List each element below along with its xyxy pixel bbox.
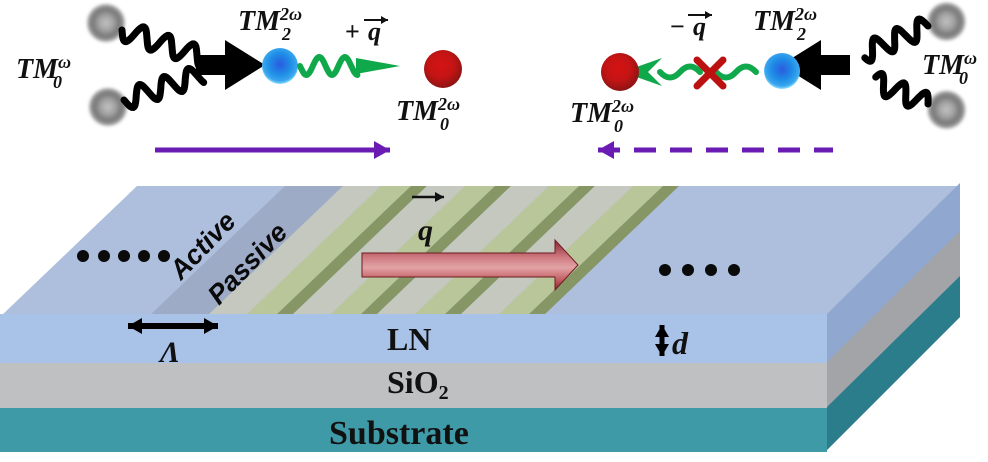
svg-text:Substrate: Substrate — [329, 415, 469, 452]
svg-text:d: d — [672, 325, 689, 361]
svg-text:q: q — [418, 214, 433, 247]
svg-text:+: + — [345, 17, 360, 46]
svg-text:−: − — [670, 12, 685, 41]
svg-text:q: q — [693, 12, 706, 41]
svg-text:Λ: Λ — [158, 336, 180, 369]
svg-text:q: q — [368, 17, 381, 46]
svg-text:LN: LN — [387, 321, 431, 357]
